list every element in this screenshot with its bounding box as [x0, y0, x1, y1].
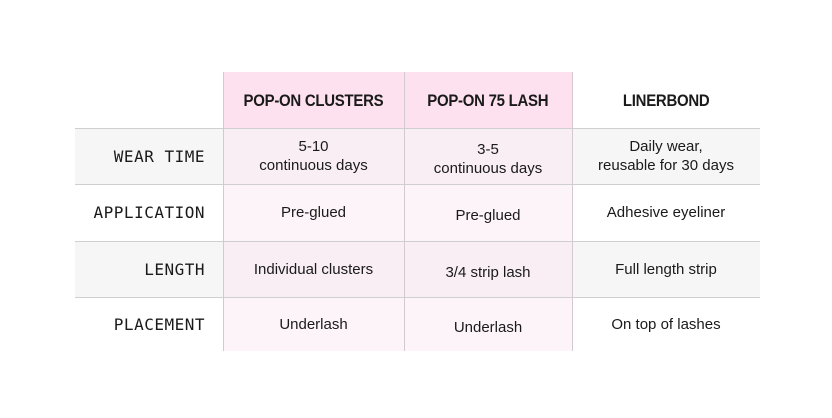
column-header-text: POP-ON 75 LASH: [427, 90, 549, 110]
row-label: WEAR TIME: [75, 128, 223, 184]
table-cell: Underlash: [404, 297, 572, 351]
row-label: PLACEMENT: [113, 314, 205, 334]
table-cell: Pre-glued: [223, 184, 404, 241]
cell-text: 3-5 continuous days: [434, 140, 542, 178]
cell-line: Individual clusters: [253, 260, 374, 278]
cell-line: Underlash: [453, 318, 523, 336]
cell-text: Underlash: [279, 315, 347, 334]
cell-text: 3/4 strip lash: [445, 263, 530, 282]
row-divider: [75, 241, 760, 242]
cell-line: Full length strip: [615, 260, 717, 278]
cell-line: 3-5: [477, 141, 499, 158]
table-cell: 5-10 continuous days: [223, 128, 404, 184]
cell-line: Pre-glued: [280, 204, 347, 221]
column-header-text: LINERBOND: [622, 90, 710, 110]
cell-text: Adhesive eyeliner: [607, 203, 725, 222]
cell-text: Pre-glued: [455, 206, 520, 225]
cell-text: Full length strip: [615, 260, 717, 279]
row-label: LENGTH: [75, 241, 223, 297]
column-divider: [223, 72, 224, 351]
table-cell: On top of lashes: [572, 297, 760, 351]
column-divider: [572, 72, 573, 351]
table-cell: Daily wear, reusable for 30 days: [572, 128, 760, 184]
column-divider: [404, 72, 405, 351]
row-divider: [75, 184, 760, 185]
table-cell: Underlash: [223, 297, 404, 351]
cell-text: Individual clusters: [254, 260, 373, 279]
cell-line: Adhesive eyeliner: [606, 204, 726, 221]
column-header: POP-ON CLUSTERS: [223, 72, 404, 128]
table-cell: Adhesive eyeliner: [572, 184, 760, 241]
table-cell: Full length strip: [572, 241, 760, 297]
cell-line: continuous days: [433, 160, 543, 177]
row-divider: [75, 128, 760, 129]
cell-line: Pre-glued: [455, 207, 521, 224]
cell-line: continuous days: [259, 157, 368, 174]
cell-text: Daily wear, reusable for 30 days: [598, 137, 734, 175]
cell-line: Underlash: [279, 315, 348, 333]
table-cell: Individual clusters: [223, 241, 404, 297]
column-header-text: POP-ON CLUSTERS: [243, 90, 384, 110]
cell-text: On top of lashes: [611, 315, 720, 334]
table-cell: Pre-glued: [404, 184, 572, 241]
row-label: APPLICATION: [93, 203, 205, 222]
comparison-table: POP-ON CLUSTERS POP-ON 75 LASH LINERBOND WE…: [75, 72, 760, 351]
column-header: LINERBOND: [572, 72, 760, 128]
cell-line: Daily wear,: [629, 138, 703, 155]
cell-text: 5-10 continuous days: [259, 137, 367, 175]
cell-line: On top of lashes: [611, 315, 721, 333]
cell-line: 3/4 strip lash: [445, 263, 531, 281]
cell-text: Underlash: [454, 318, 522, 337]
row-divider: [75, 297, 760, 298]
cell-line: 5-10: [298, 138, 329, 155]
table-cell: 3/4 strip lash: [404, 241, 572, 297]
column-header: POP-ON 75 LASH: [404, 72, 572, 128]
cell-line: reusable for 30 days: [598, 157, 734, 174]
table-cell: 3-5 continuous days: [404, 128, 572, 184]
cell-text: Pre-glued: [281, 203, 346, 222]
